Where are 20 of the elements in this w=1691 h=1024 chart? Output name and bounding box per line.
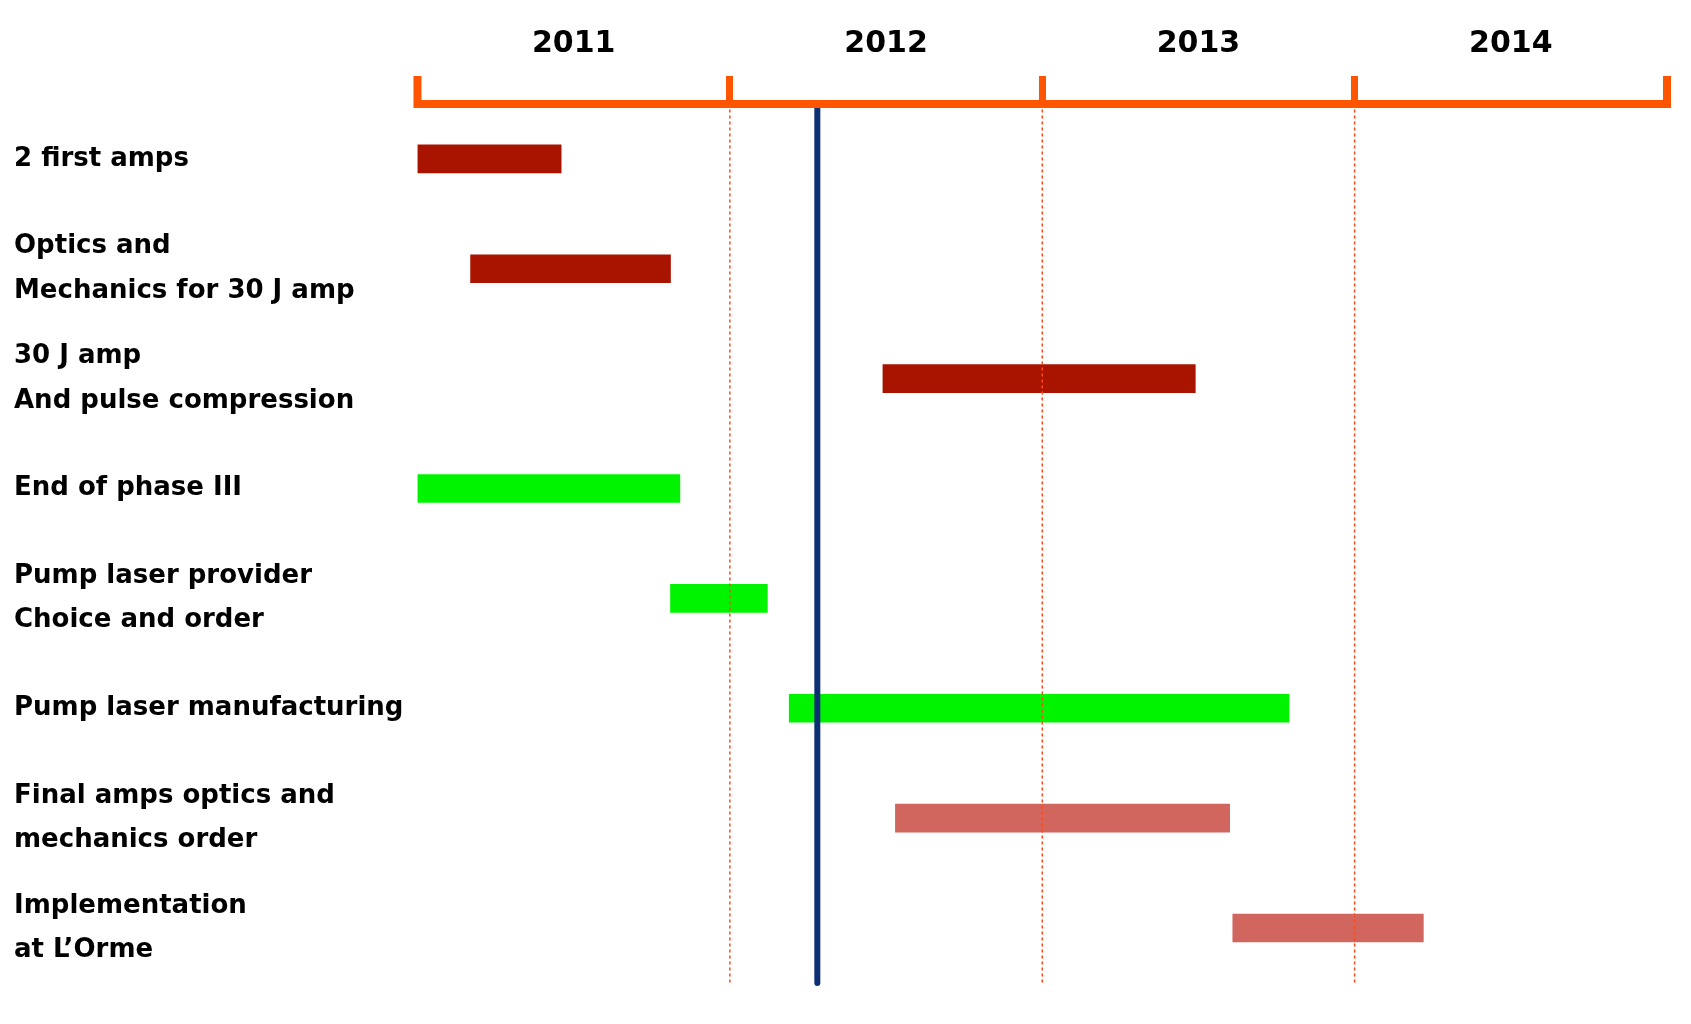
bar <box>470 254 671 284</box>
bar <box>1232 913 1424 943</box>
bar <box>417 474 681 503</box>
y-tick-label: Pump laser provider Choice and order <box>14 559 313 634</box>
x-tick-label: 2011 <box>531 23 616 59</box>
y-tick-label: End of phase III <box>14 471 243 502</box>
y-tick-label: 2 first amps <box>14 141 189 172</box>
y-tick-label: Optics and Mechanics for 30 J amp <box>14 229 355 304</box>
y-tick-label: 30 J amp And pulse compression <box>14 339 355 414</box>
bar <box>417 144 562 174</box>
bar <box>670 584 768 613</box>
x-tick-label: 2013 <box>1156 23 1241 59</box>
y-tick-label: Implementation at L’Orme <box>14 888 247 963</box>
bar <box>788 693 1290 723</box>
bar <box>895 803 1230 833</box>
y-tick-label: Pump laser manufacturing <box>14 690 404 721</box>
y-tick-label: Final amps optics and mechanics order <box>14 778 335 853</box>
x-tick-label: 2012 <box>844 23 928 59</box>
bar <box>882 364 1196 393</box>
x-tick-label: 2014 <box>1469 23 1553 59</box>
